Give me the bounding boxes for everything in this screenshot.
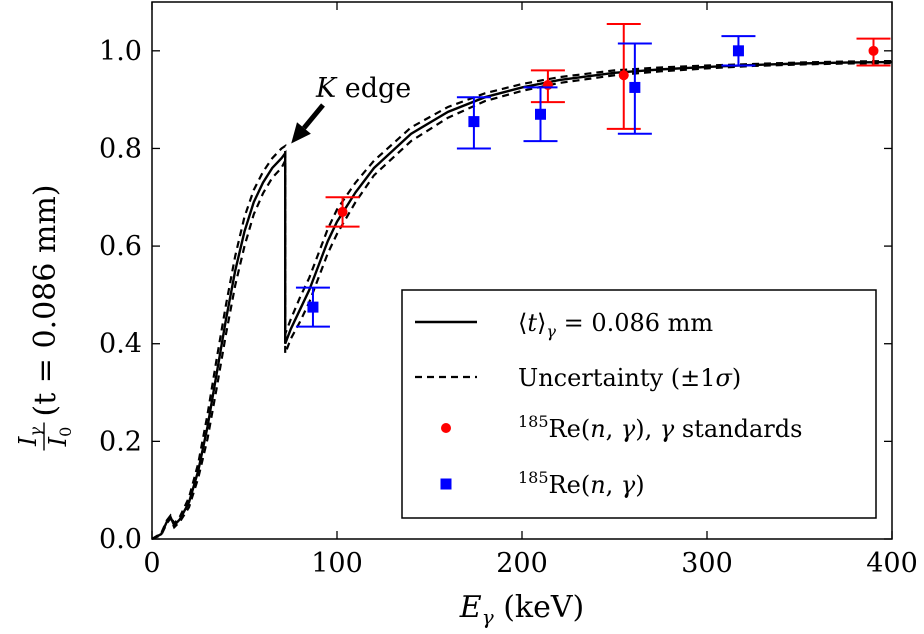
red-circle-marker: [618, 70, 629, 81]
blue-data-point: [523, 86, 558, 143]
red-circle-marker: [542, 79, 553, 90]
blue-square-marker: [307, 301, 319, 313]
legend-label-uncertainty: Uncertainty (±1σ): [518, 364, 741, 392]
blue-square-marker: [732, 45, 744, 57]
red-circle-marker: [337, 206, 348, 217]
y-label-text: (t = 0.086 mm): [28, 185, 63, 417]
red-data-point: [856, 37, 891, 67]
y-tick-label: 0.2: [99, 426, 142, 457]
x-tick-label: 200: [496, 548, 548, 579]
y-tick-label: 0.6: [99, 231, 142, 262]
y-tick-label: 0.8: [99, 133, 142, 164]
x-tick-label: 100: [311, 548, 363, 579]
y-tick-label: 0.4: [99, 329, 142, 360]
red-data-point: [530, 69, 565, 104]
x-tick-label: 400: [866, 548, 918, 579]
legend-label-re: 185Re(n, γ): [518, 468, 645, 499]
axes: 0 100 200 300 400 0.0 0.2 0.4 0.6 0.8 1.0 Eγ (keV) I…: [14, 1, 918, 629]
k-edge-annotation: K edge: [291, 73, 411, 144]
legend-box: [401, 289, 877, 519]
y-label-numerator: Iγ: [14, 427, 45, 447]
legend-red-circle-swatch: [441, 423, 451, 433]
blue-square-marker: [629, 81, 641, 93]
legend: ⟨t⟩γ = 0.086 mm Uncertainty (±1σ) 185Re(n,…: [401, 289, 877, 519]
blue-square-marker: [468, 116, 480, 128]
blue-square-marker: [535, 108, 546, 120]
blue-data-point: [456, 96, 491, 150]
red-circle-marker: [868, 45, 879, 56]
legend-blue-square-swatch: [440, 478, 452, 490]
k-edge-arrow-shaft: [302, 103, 325, 130]
y-label-denominator: I0: [44, 427, 75, 448]
legend-label-main: ⟨t⟩γ = 0.086 mm: [518, 309, 713, 341]
blue-data-point: [617, 42, 652, 135]
legend-label-re-standards: 185Re(n, γ), γ standards: [518, 412, 802, 443]
red-data-point: [325, 196, 360, 228]
plot-area: [151, 22, 893, 541]
y-tick-label: 0.0: [99, 524, 142, 555]
k-edge-label: K edge: [315, 73, 411, 104]
x-tick-label: 0: [143, 548, 160, 579]
k-edge-arrow-head: [291, 122, 311, 144]
x-tick-label: 300: [681, 548, 733, 579]
blue-data-point: [721, 35, 756, 67]
blue-data-point: [295, 286, 330, 328]
uncertainty-lower-line: [151, 61, 893, 541]
x-axis-label: Eγ (keV): [459, 590, 584, 629]
uncertainty-upper-line: [151, 59, 893, 540]
y-tick-label: 1.0: [99, 36, 142, 67]
main-transmission-line: [151, 60, 893, 541]
